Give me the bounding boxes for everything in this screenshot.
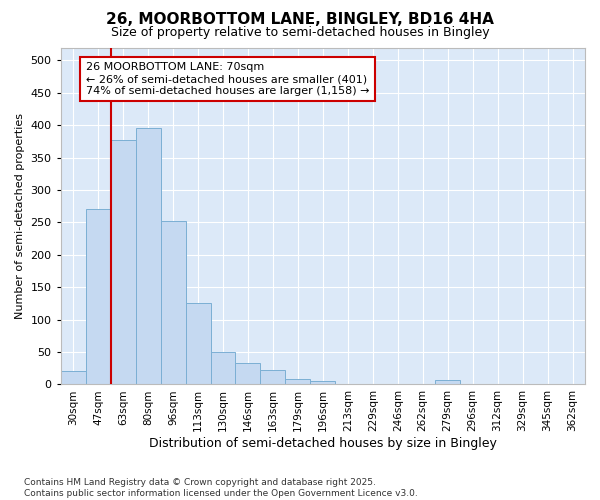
Bar — [310, 381, 335, 384]
Bar — [260, 370, 286, 384]
Bar — [286, 380, 310, 384]
Bar — [61, 372, 86, 384]
Bar — [161, 220, 185, 384]
Bar — [110, 140, 136, 384]
Bar — [435, 380, 460, 384]
Text: 26, MOORBOTTOM LANE, BINGLEY, BD16 4HA: 26, MOORBOTTOM LANE, BINGLEY, BD16 4HA — [106, 12, 494, 28]
Bar — [86, 210, 110, 384]
Bar — [185, 304, 211, 384]
Y-axis label: Number of semi-detached properties: Number of semi-detached properties — [15, 113, 25, 319]
Bar — [235, 363, 260, 384]
Text: Contains HM Land Registry data © Crown copyright and database right 2025.
Contai: Contains HM Land Registry data © Crown c… — [24, 478, 418, 498]
Text: 26 MOORBOTTOM LANE: 70sqm
← 26% of semi-detached houses are smaller (401)
74% of: 26 MOORBOTTOM LANE: 70sqm ← 26% of semi-… — [86, 62, 369, 96]
Bar — [136, 128, 161, 384]
X-axis label: Distribution of semi-detached houses by size in Bingley: Distribution of semi-detached houses by … — [149, 437, 497, 450]
Bar — [211, 352, 235, 384]
Text: Size of property relative to semi-detached houses in Bingley: Size of property relative to semi-detach… — [110, 26, 490, 39]
